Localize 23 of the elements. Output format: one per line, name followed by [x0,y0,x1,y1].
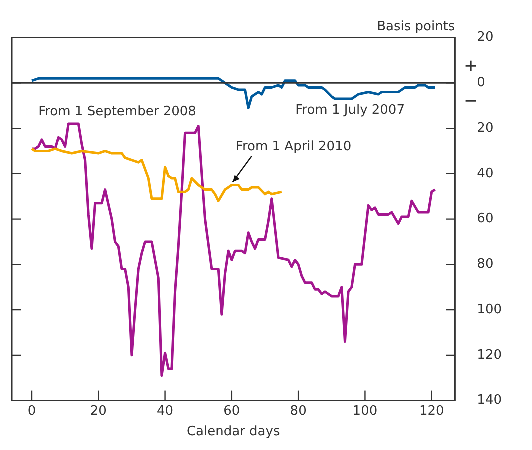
y-tick-label: 140 [477,393,502,408]
x-axis-title: Calendar days [186,424,280,440]
annotation: From 1 April 2010 [236,140,352,155]
y-tick-label: 120 [477,348,502,363]
text: − [464,91,478,112]
y-tick-label: 20 [477,120,494,136]
x-tick-label: 60 [224,404,240,419]
x-tick-label: 80 [290,404,307,419]
text: + [464,56,478,76]
x-tick-label: 40 [157,404,174,419]
y-tick-label: 0 [477,76,486,91]
y-tick-label: 80 [477,257,494,272]
annotation: From 1 September 2008 [38,104,196,120]
x-tick-label: 20 [90,404,107,419]
x-tick-label: 120 [419,404,444,419]
x-tick-label: 0 [28,404,36,419]
y-tick-label: 60 [477,212,494,227]
y-tick-label: 100 [477,302,502,318]
y-tick-label: 40 [477,166,494,182]
y-axis-title: Basis points [377,20,456,35]
annotation: From 1 July 2007 [296,102,405,118]
y-tick-label: 20 [477,30,494,46]
x-tick-label: 100 [352,404,378,419]
